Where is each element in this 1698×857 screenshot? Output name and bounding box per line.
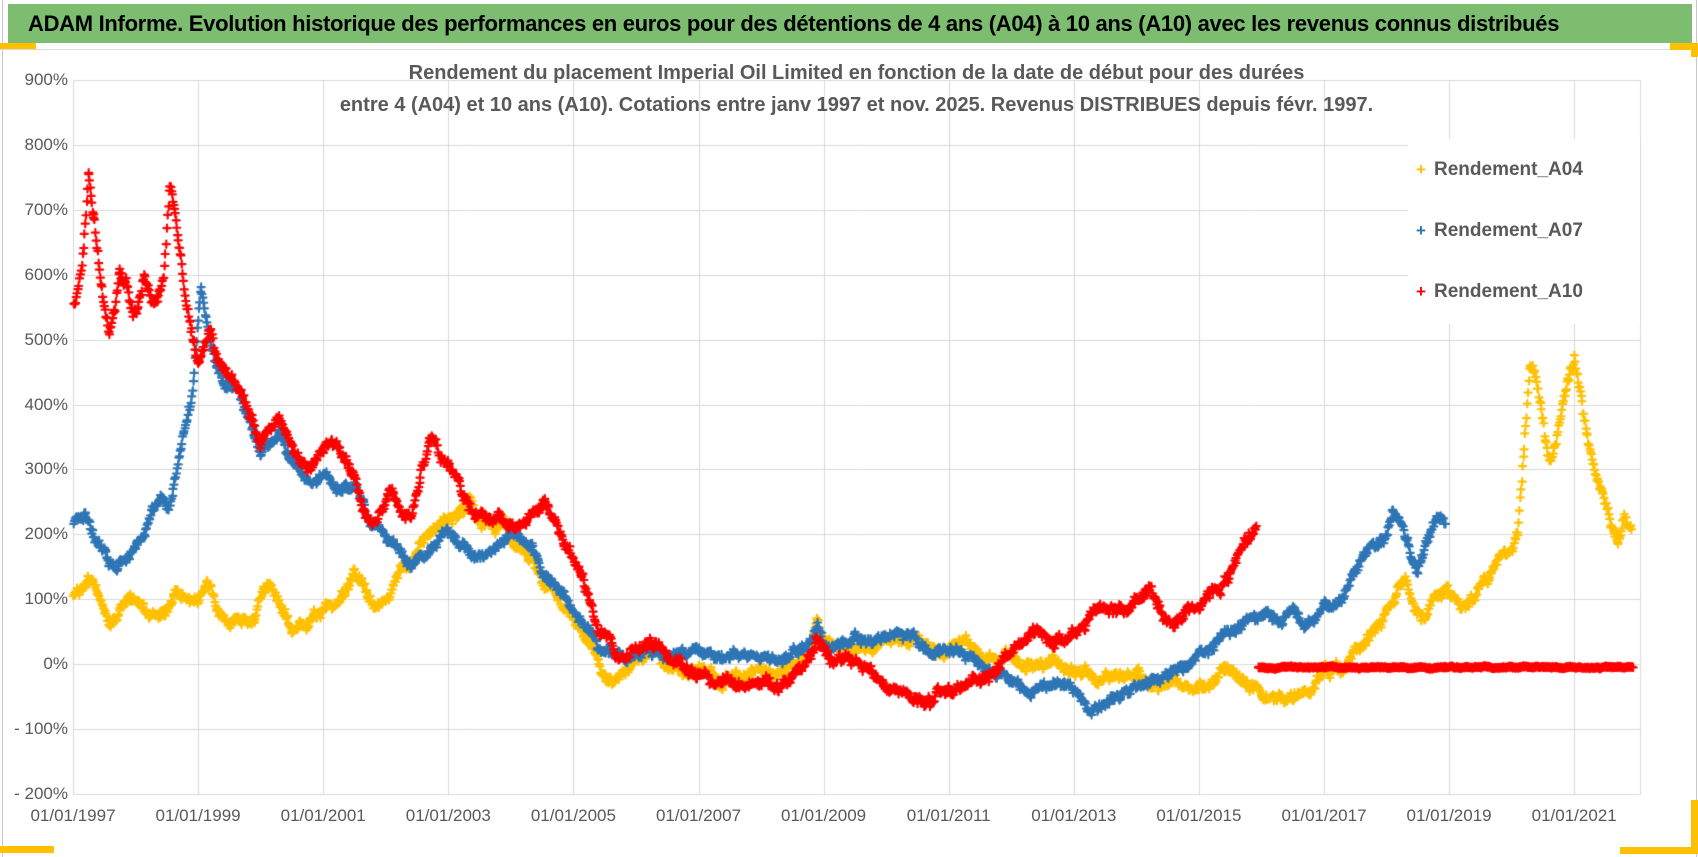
y-tick-label: 800%: [24, 134, 68, 154]
y-tick-label: 600%: [24, 264, 68, 284]
x-tick-label: 01/01/2017: [1281, 806, 1367, 825]
chart-legend: + Rendement_A04 + Rendement_A07 + Rendem…: [1408, 139, 1640, 324]
plus-marker-icon: +: [1416, 160, 1426, 179]
y-tick-label: 500%: [24, 329, 68, 349]
chart-title-line1: Rendement du placement Imperial Oil Limi…: [408, 62, 1305, 84]
x-tick-label: 01/01/2005: [530, 806, 616, 825]
legend-item-rendement-a10[interactable]: + Rendement_A10: [1408, 277, 1640, 307]
y-tick-label: 900%: [24, 70, 68, 89]
x-tick-label: 01/01/1997: [30, 806, 116, 825]
legend-label: Rendement_A07: [1434, 220, 1583, 241]
plus-marker-icon: +: [1416, 282, 1426, 301]
x-tick-label: 01/01/2013: [1031, 806, 1117, 825]
x-tick-label: 01/01/2003: [405, 806, 491, 825]
legend-label: Rendement_A10: [1434, 281, 1583, 302]
y-tick-label: 200%: [24, 524, 68, 544]
x-tick-label: 01/01/2009: [781, 806, 867, 825]
y-tick-label: 0%: [43, 654, 68, 674]
y-tick-label: 400%: [24, 394, 68, 414]
y-tick-label: 100%: [24, 589, 68, 609]
legend-item-rendement-a07[interactable]: + Rendement_A07: [1408, 216, 1640, 246]
chart-title: Rendement du placement Imperial Oil Limi…: [73, 57, 1640, 121]
y-tick-label: - 100%: [14, 719, 68, 739]
y-tick-label: - 200%: [14, 784, 68, 803]
x-tick-label: 01/01/1999: [155, 806, 241, 825]
x-tick-label: 01/01/2001: [280, 806, 366, 825]
y-tick-label: 700%: [24, 199, 68, 219]
y-tick-label: 300%: [24, 459, 68, 479]
legend-item-rendement-a04[interactable]: + Rendement_A04: [1408, 155, 1640, 185]
x-tick-label: 01/01/2021: [1531, 806, 1617, 825]
chart-title-line2: entre 4 (A04) et 10 ans (A10). Cotations…: [339, 94, 1374, 116]
x-tick-label: 01/01/2007: [655, 806, 742, 825]
plus-marker-icon: +: [1416, 221, 1426, 240]
legend-label: Rendement_A04: [1434, 159, 1583, 180]
x-tick-label: 01/01/2011: [906, 806, 991, 825]
x-tick-label: 01/01/2015: [1156, 806, 1242, 825]
x-tick-label: 01/01/2019: [1406, 806, 1492, 825]
